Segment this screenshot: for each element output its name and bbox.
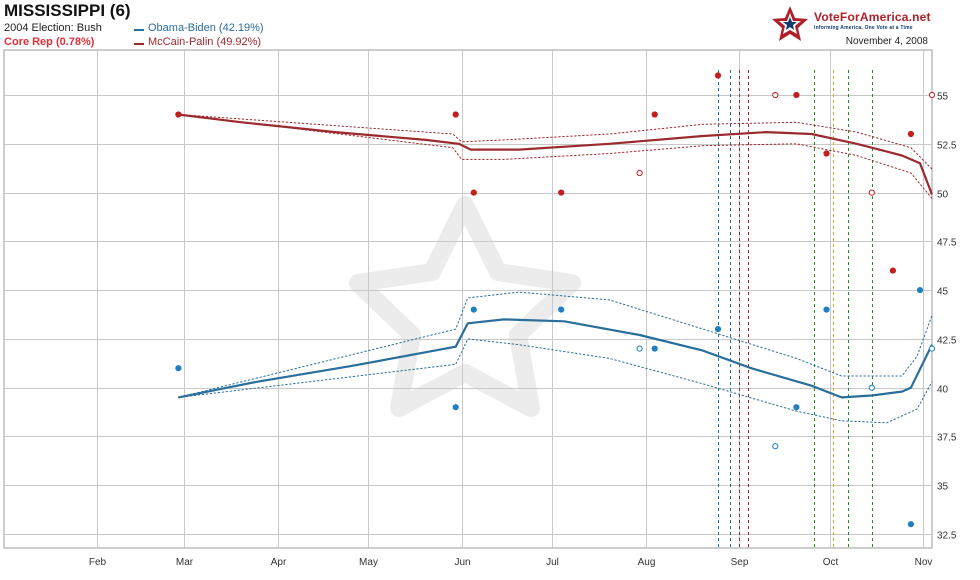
obama-poll-point: [793, 404, 800, 411]
x-tick-label: Nov: [915, 557, 933, 568]
obama-poll-point: [175, 365, 182, 372]
obama-poll-point: [636, 345, 643, 352]
mccain-poll-point: [175, 111, 182, 118]
mccain-poll-point: [889, 267, 897, 274]
mccain-lower-band: [177, 114, 933, 199]
mccain-poll-point: [823, 150, 830, 157]
y-tick-label: 42.5: [937, 336, 957, 347]
voteforamerica-logo[interactable]: VoteForAmerica.net Informing America, On…: [770, 4, 940, 44]
obama-poll-point: [868, 384, 875, 391]
mccain-poll-point: [868, 189, 875, 196]
y-tick-label: 47.5: [937, 238, 957, 249]
mccain-poll-point: [651, 111, 658, 118]
y-tick-label: 32.5: [937, 531, 957, 542]
obama-legend-label: Obama-Biden (42.19%): [148, 22, 264, 34]
x-tick-label: Apr: [271, 557, 287, 568]
obama-upper-band: [177, 291, 933, 398]
mccain-poll-point: [714, 72, 722, 79]
obama-poll-point: [470, 306, 477, 313]
mccain-poll-point: [907, 130, 915, 138]
logo-text: VoteForAmerica.net: [814, 10, 931, 24]
obama-poll-point: [823, 306, 830, 313]
obama-poll-point: [714, 326, 722, 333]
mccain-legend-swatch: [134, 43, 144, 45]
mccain-poll-point: [470, 189, 477, 196]
obama-lower-band: [177, 338, 933, 424]
mccain-poll-point: [793, 91, 800, 99]
x-tick-label: Jun: [454, 557, 470, 568]
obama-trend-line: [178, 318, 933, 399]
mccain-poll-point: [772, 91, 779, 99]
y-tick-label: 35: [937, 482, 949, 493]
x-tick-label: Mar: [176, 557, 194, 568]
obama-poll-point: [558, 306, 565, 313]
y-tick-label: 55: [937, 92, 949, 103]
x-tick-label: Aug: [638, 557, 656, 568]
mccain-poll-point: [452, 111, 459, 118]
y-tick-label: 37.5: [937, 433, 957, 444]
y-tick-label: 45: [937, 287, 949, 298]
obama-legend-swatch: [134, 29, 144, 31]
x-tick-label: Feb: [89, 557, 107, 568]
logo-tagline: Informing America, One Vote at a Time: [814, 25, 913, 31]
mccain-poll-point: [636, 169, 643, 177]
y-tick-label: 40: [937, 385, 949, 396]
y-tick-label: 52.5: [937, 141, 957, 152]
x-tick-label: May: [359, 557, 378, 568]
x-tick-label: Jul: [546, 557, 559, 568]
x-tick-label: Oct: [823, 557, 839, 568]
obama-poll-point: [651, 345, 658, 352]
obama-poll-point: [907, 521, 915, 528]
mccain-poll-point: [558, 189, 565, 196]
obama-poll-point: [928, 345, 936, 352]
obama-poll-point: [772, 443, 779, 450]
obama-poll-point: [452, 404, 459, 411]
mccain-trend-line: [178, 113, 934, 195]
chart-title: MISSISSIPPI (6): [4, 1, 131, 20]
mccain-upper-band: [177, 114, 933, 170]
star-watermark-icon: [349, 196, 581, 417]
star-logo-icon: [772, 6, 808, 41]
mccain-poll-point: [928, 91, 936, 99]
core-label: Core Rep (0.78%): [4, 36, 95, 48]
mccain-legend-label: McCain-Palin (49.92%): [148, 36, 262, 48]
obama-poll-point: [916, 287, 924, 294]
report-date: November 4, 2008: [845, 36, 928, 47]
plot-border: [3, 49, 933, 549]
x-tick-label: Sep: [731, 557, 749, 568]
election-2004-label: 2004 Election: Bush: [4, 22, 102, 34]
y-tick-label: 50: [937, 190, 949, 201]
